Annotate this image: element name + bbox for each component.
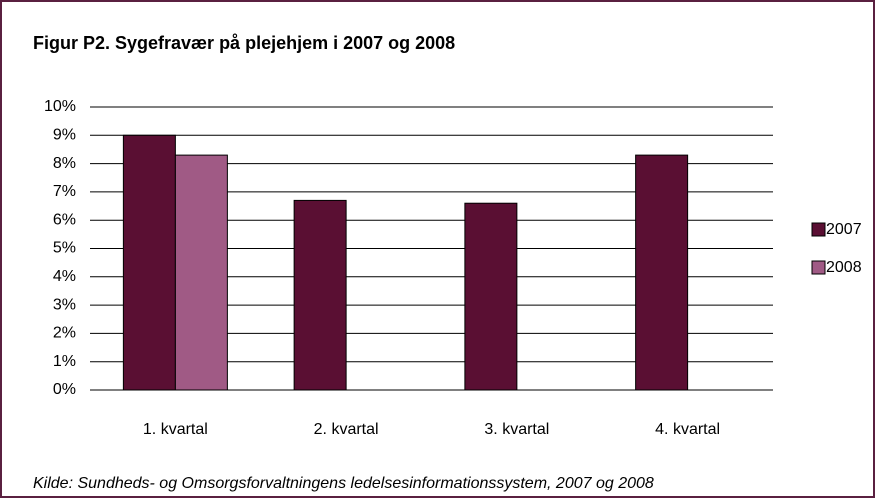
bar (635, 154, 689, 391)
bar (293, 199, 347, 391)
y-tick-label: 2% (53, 325, 76, 342)
y-tick-label: 6% (53, 211, 76, 228)
y-tick-label: 8% (53, 155, 76, 172)
chart-title: Figur P2. Sygefravær på plejehjem i 2007… (33, 33, 455, 53)
y-tick-label: 7% (53, 183, 76, 200)
source-note: Kilde: Sundheds- og Omsorgsforvaltningen… (33, 475, 654, 492)
legend-swatch (811, 222, 826, 237)
x-tick-label: 2. kvartal (314, 421, 379, 438)
y-tick-label: 10% (44, 98, 76, 115)
bar (174, 154, 228, 391)
y-tick-label: 9% (53, 127, 76, 144)
y-tick-label: 0% (53, 381, 76, 398)
y-tick-label: 3% (53, 296, 76, 313)
legend-swatch (811, 260, 826, 275)
x-tick-label: 3. kvartal (484, 421, 549, 438)
legend-label: 2007 (826, 221, 862, 238)
y-tick-label: 1% (53, 353, 76, 370)
bar (122, 134, 176, 391)
legend-label: 2008 (826, 259, 862, 276)
y-tick-label: 4% (53, 268, 76, 285)
x-tick-label: 1. kvartal (143, 421, 208, 438)
x-tick-label: 4. kvartal (655, 421, 720, 438)
y-tick-label: 5% (53, 240, 76, 257)
bar (464, 202, 518, 391)
